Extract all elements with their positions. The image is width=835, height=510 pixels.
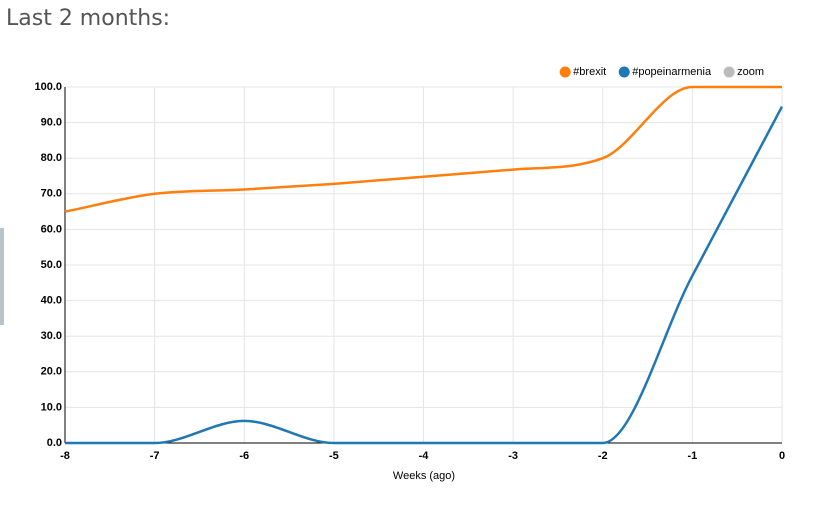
x-tick-label: -2 xyxy=(598,450,608,462)
legend-swatch xyxy=(559,66,571,78)
y-tick-label: 90.0 xyxy=(41,117,62,129)
x-tick-label: -3 xyxy=(508,450,518,462)
y-tick-label: 50.0 xyxy=(41,259,62,271)
x-axis-label: Weeks (ago) xyxy=(393,470,455,482)
y-tick-label: 80.0 xyxy=(41,152,62,164)
y-tick-label: 100.0 xyxy=(34,81,62,93)
y-tick-label: 40.0 xyxy=(41,295,62,307)
x-tick-label: -4 xyxy=(419,450,430,462)
series-line xyxy=(64,85,782,213)
x-tick-label: -7 xyxy=(150,450,160,462)
legend-label: zoom xyxy=(737,66,764,78)
x-tick-label: -1 xyxy=(687,450,697,462)
legend-label: #brexit xyxy=(573,66,606,78)
series-line xyxy=(65,105,784,445)
legend: #brexit #popeinarmenia zoom xyxy=(559,66,764,78)
x-tick-label: -6 xyxy=(239,450,249,462)
x-tick-label: -5 xyxy=(329,450,339,462)
x-tick-label: 0 xyxy=(779,450,785,462)
legend-swatch xyxy=(723,66,735,78)
legend-label: #popeinarmenia xyxy=(632,66,712,78)
legend-swatch xyxy=(618,66,630,78)
page-title: Last 2 months: xyxy=(6,6,171,31)
y-tick-label: 10.0 xyxy=(41,401,62,413)
y-tick-label: 60.0 xyxy=(41,223,62,235)
side-bar xyxy=(0,228,4,325)
x-tick-label: -8 xyxy=(60,450,70,462)
y-tick-label: 30.0 xyxy=(41,330,62,342)
y-tick-label: 0.0 xyxy=(47,437,62,449)
y-tick-label: 20.0 xyxy=(41,366,62,378)
y-tick-label: 70.0 xyxy=(41,188,62,200)
